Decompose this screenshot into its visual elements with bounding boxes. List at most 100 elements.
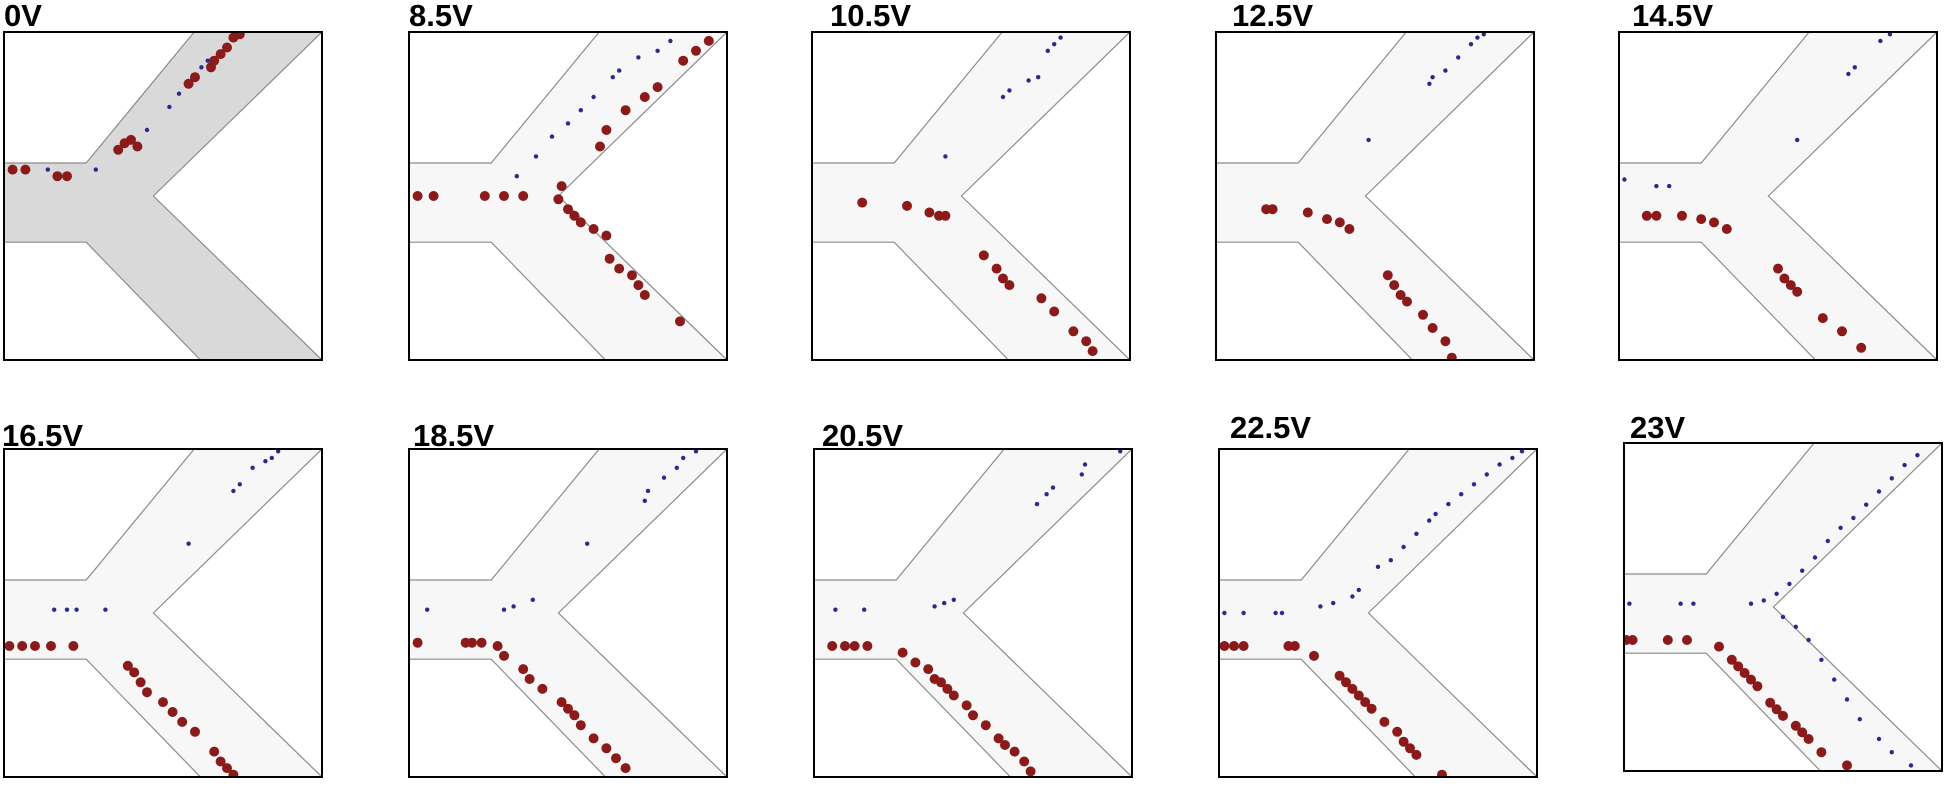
large-particle xyxy=(142,687,152,698)
large-particle xyxy=(940,210,951,221)
junction-diagram xyxy=(408,448,728,778)
large-particle xyxy=(910,657,921,668)
large-particle xyxy=(68,641,79,651)
large-particle xyxy=(611,753,621,764)
large-particle xyxy=(524,674,535,684)
panel-0v xyxy=(3,31,323,361)
large-particle xyxy=(924,207,935,218)
junction-diagram xyxy=(408,31,728,361)
small-particle xyxy=(1350,594,1355,599)
panel-label-0v: 0V xyxy=(4,0,42,33)
large-particle xyxy=(1709,217,1719,228)
small-particle xyxy=(1627,601,1632,606)
large-particle xyxy=(1309,650,1319,661)
large-particle xyxy=(1778,710,1788,721)
small-particle xyxy=(1484,472,1489,477)
panel-frame xyxy=(813,448,1133,778)
small-particle xyxy=(1471,482,1477,487)
small-particle xyxy=(1427,518,1432,523)
small-particle xyxy=(1356,587,1361,593)
y-junction-channel xyxy=(3,448,323,778)
small-particle xyxy=(1050,485,1056,490)
panel-frame xyxy=(408,31,728,361)
y-junction-channel xyxy=(1623,442,1943,772)
large-particle xyxy=(1418,309,1428,320)
large-particle xyxy=(209,55,220,66)
small-particle xyxy=(167,104,172,110)
large-particle xyxy=(902,200,912,211)
large-particle xyxy=(1411,749,1422,760)
large-particle xyxy=(588,733,599,744)
small-particle xyxy=(176,91,182,96)
large-particle xyxy=(923,664,934,675)
small-particle xyxy=(1414,531,1419,536)
large-particle xyxy=(1446,352,1457,361)
small-particle xyxy=(1443,68,1448,73)
large-particle xyxy=(1347,683,1358,694)
small-particle xyxy=(668,38,673,44)
panel-label-10-5v: 10.5V xyxy=(830,0,912,33)
small-particle xyxy=(144,127,150,133)
small-particle xyxy=(1318,604,1323,609)
large-particle xyxy=(1437,769,1447,778)
large-particle xyxy=(1322,214,1332,225)
large-particle xyxy=(135,677,146,688)
large-particle xyxy=(998,273,1008,284)
large-particle xyxy=(62,171,72,182)
small-particle xyxy=(1446,501,1451,507)
small-particle xyxy=(1045,48,1050,53)
small-particle xyxy=(1430,75,1435,80)
small-particle xyxy=(1007,88,1012,93)
large-particle xyxy=(1721,224,1732,234)
large-particle xyxy=(1773,263,1783,274)
small-particle xyxy=(530,597,535,602)
large-particle xyxy=(827,641,838,651)
large-particle xyxy=(1289,641,1300,651)
panel-14-5v xyxy=(1618,31,1938,361)
large-particle xyxy=(633,280,644,291)
large-particle xyxy=(639,290,650,300)
junction-diagram xyxy=(1215,31,1535,361)
large-particle xyxy=(1019,756,1030,767)
panel-frame xyxy=(1215,31,1535,361)
large-particle xyxy=(1219,641,1230,651)
y-junction-channel xyxy=(3,31,323,361)
large-particle xyxy=(601,125,612,135)
small-particle xyxy=(1241,610,1246,616)
small-particle xyxy=(1475,35,1480,40)
large-particle xyxy=(1797,727,1808,738)
large-particle xyxy=(1726,654,1737,665)
large-particle xyxy=(1009,746,1020,757)
panel-label-14-5v: 14.5V xyxy=(1632,0,1714,33)
large-particle xyxy=(412,637,423,648)
large-particle xyxy=(1440,336,1451,347)
large-particle xyxy=(601,230,612,241)
small-particle xyxy=(1036,75,1041,80)
large-particle xyxy=(556,697,567,708)
large-particle xyxy=(1382,270,1393,281)
large-particle xyxy=(1344,224,1355,234)
large-particle xyxy=(980,720,991,731)
y-junction-channel xyxy=(1218,448,1538,778)
large-particle xyxy=(1395,290,1406,300)
small-particle xyxy=(1838,525,1843,530)
y-junction-channel xyxy=(811,31,1131,361)
large-particle xyxy=(209,746,220,757)
large-particle xyxy=(1025,766,1036,777)
large-particle xyxy=(569,710,580,721)
small-particle xyxy=(1864,502,1869,507)
large-particle xyxy=(1000,740,1010,750)
small-particle xyxy=(610,75,615,80)
large-particle xyxy=(1004,280,1015,291)
large-particle xyxy=(518,191,529,201)
small-particle xyxy=(1902,462,1907,468)
large-particle xyxy=(129,667,140,678)
small-particle xyxy=(1889,476,1894,481)
panel-22-5v xyxy=(1218,448,1538,778)
large-particle xyxy=(991,263,1002,274)
small-particle xyxy=(1366,137,1371,143)
small-particle xyxy=(1401,544,1406,550)
large-particle xyxy=(1651,210,1662,221)
small-particle xyxy=(1667,183,1672,189)
large-particle xyxy=(479,191,490,201)
